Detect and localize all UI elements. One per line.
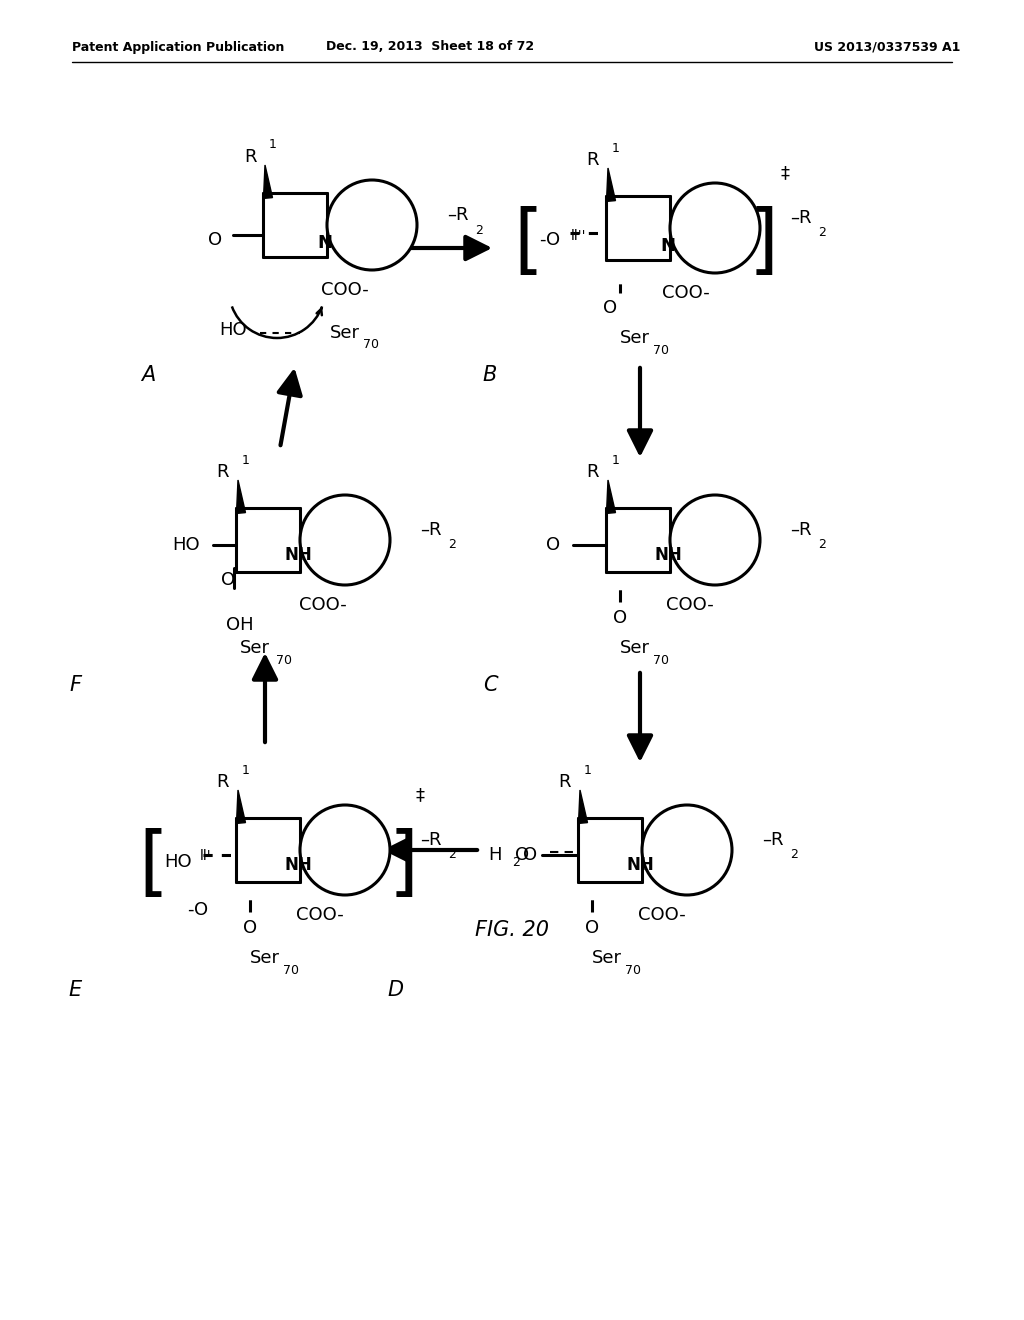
Text: R: R xyxy=(587,150,599,169)
Text: -O: -O xyxy=(540,231,560,249)
Text: R: R xyxy=(244,148,256,166)
Text: ll'': ll'' xyxy=(570,228,586,243)
Text: ]: ] xyxy=(749,206,778,280)
Text: 1: 1 xyxy=(612,141,620,154)
Text: 70: 70 xyxy=(653,653,669,667)
Text: HO: HO xyxy=(172,536,200,554)
Text: Ser: Ser xyxy=(620,329,650,347)
Text: Patent Application Publication: Patent Application Publication xyxy=(72,41,285,54)
Text: HO: HO xyxy=(164,853,191,871)
Polygon shape xyxy=(237,789,246,824)
Text: Ser: Ser xyxy=(250,949,280,968)
Text: 1: 1 xyxy=(612,454,620,466)
Text: –R: –R xyxy=(790,521,811,539)
Text: COO-: COO- xyxy=(299,597,347,614)
Text: FIG. 20: FIG. 20 xyxy=(475,920,549,940)
Text: 70: 70 xyxy=(276,653,292,667)
Circle shape xyxy=(300,805,390,895)
Text: 1: 1 xyxy=(269,139,276,152)
Text: 70: 70 xyxy=(362,338,379,351)
Text: R: R xyxy=(217,463,229,480)
Text: ]: ] xyxy=(388,828,418,902)
Text: NH: NH xyxy=(654,546,682,564)
Text: Dec. 19, 2013  Sheet 18 of 72: Dec. 19, 2013 Sheet 18 of 72 xyxy=(326,41,535,54)
Text: Ser: Ser xyxy=(620,639,650,657)
Text: O: O xyxy=(243,919,257,937)
Text: N: N xyxy=(317,234,333,252)
Text: 70: 70 xyxy=(625,964,641,977)
Text: ll': ll' xyxy=(200,849,212,863)
Text: -O: -O xyxy=(187,902,209,919)
Text: 2: 2 xyxy=(790,849,798,862)
Text: O: O xyxy=(546,536,560,554)
Text: 2: 2 xyxy=(449,539,456,552)
Text: 1: 1 xyxy=(584,763,592,776)
Text: Ser: Ser xyxy=(592,949,622,968)
Text: ‡: ‡ xyxy=(780,164,790,182)
Text: O: O xyxy=(515,846,529,865)
Text: 2: 2 xyxy=(818,227,826,239)
Text: COO-: COO- xyxy=(296,906,344,924)
Text: ‡: ‡ xyxy=(416,785,425,804)
Text: NH: NH xyxy=(284,855,312,874)
Text: H: H xyxy=(488,846,502,865)
Text: E: E xyxy=(69,979,82,1001)
Text: 2: 2 xyxy=(475,223,483,236)
Text: R: R xyxy=(217,774,229,791)
Text: –R: –R xyxy=(790,209,811,227)
Text: US 2013/0337539 A1: US 2013/0337539 A1 xyxy=(814,41,961,54)
Text: Ser: Ser xyxy=(240,639,270,657)
Text: O: O xyxy=(613,609,627,627)
Text: Ser: Ser xyxy=(330,323,360,342)
Text: HO: HO xyxy=(219,321,247,339)
Circle shape xyxy=(670,183,760,273)
Text: O: O xyxy=(523,846,537,865)
Text: NH: NH xyxy=(626,855,654,874)
Text: 70: 70 xyxy=(653,343,669,356)
Polygon shape xyxy=(579,789,588,824)
Text: COO-: COO- xyxy=(638,906,686,924)
Text: COO-: COO- xyxy=(322,281,369,300)
Text: R: R xyxy=(587,463,599,480)
Text: D: D xyxy=(387,979,403,1001)
Text: COO-: COO- xyxy=(663,284,710,302)
Text: COO-: COO- xyxy=(667,597,714,614)
Text: –R: –R xyxy=(447,206,469,224)
Circle shape xyxy=(642,805,732,895)
Text: –R: –R xyxy=(762,832,783,849)
Polygon shape xyxy=(237,480,246,513)
Text: 1: 1 xyxy=(242,454,250,466)
Text: O: O xyxy=(603,300,617,317)
Polygon shape xyxy=(606,480,615,513)
Polygon shape xyxy=(263,165,272,198)
Text: O: O xyxy=(585,919,599,937)
Text: O: O xyxy=(208,231,222,249)
Text: 2: 2 xyxy=(818,539,826,552)
Circle shape xyxy=(670,495,760,585)
Text: 1: 1 xyxy=(242,763,250,776)
Text: B: B xyxy=(482,366,498,385)
Text: C: C xyxy=(482,675,498,696)
Text: A: A xyxy=(141,366,155,385)
Text: OH: OH xyxy=(226,616,254,634)
Text: NH: NH xyxy=(284,546,312,564)
Text: R: R xyxy=(559,774,571,791)
Circle shape xyxy=(300,495,390,585)
Text: N: N xyxy=(660,238,676,255)
Text: F: F xyxy=(69,675,81,696)
Text: –R: –R xyxy=(420,832,441,849)
Polygon shape xyxy=(606,168,615,202)
Text: [: [ xyxy=(138,828,168,902)
Circle shape xyxy=(327,180,417,271)
Text: O: O xyxy=(221,572,236,589)
Text: –R: –R xyxy=(420,521,441,539)
Text: [: [ xyxy=(513,206,543,280)
Text: 2: 2 xyxy=(512,855,520,869)
Text: 70: 70 xyxy=(283,964,299,977)
Text: 2: 2 xyxy=(449,849,456,862)
